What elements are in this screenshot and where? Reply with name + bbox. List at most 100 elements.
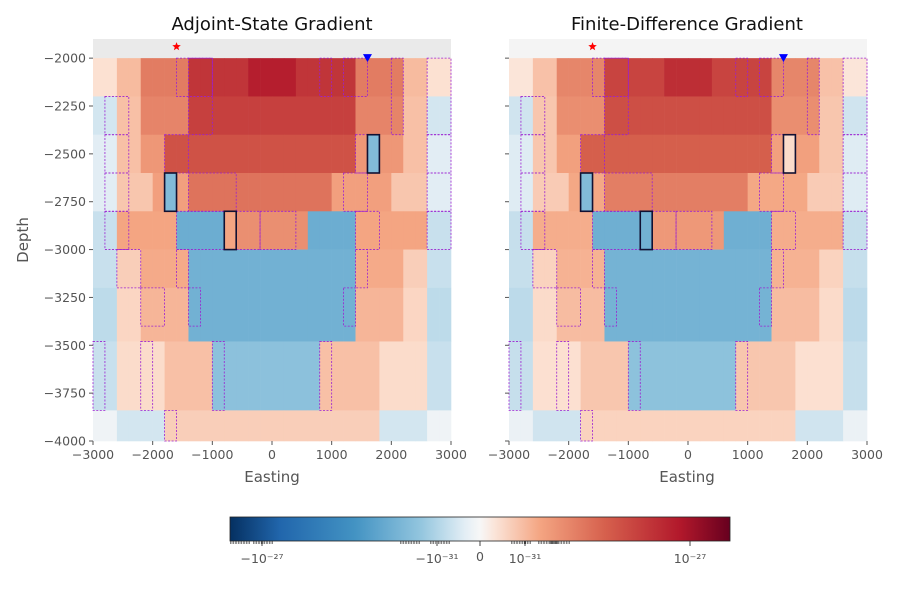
colorbar-ticks: −10⁻²⁷ −10⁻³¹ 0 10⁻³¹ 10⁻²⁷ (230, 541, 706, 566)
gradient-cell (116, 96, 130, 136)
gradient-cell (819, 96, 832, 136)
gradient-cell (604, 134, 617, 174)
gradient-cell (283, 58, 297, 97)
parameter-block-outline (188, 287, 201, 327)
gradient-cell (272, 341, 285, 411)
gradient-cell (688, 173, 701, 212)
gradient-cell (200, 211, 213, 250)
gradient-cell (771, 249, 784, 289)
gradient-cell (556, 341, 569, 411)
gradient-cell (807, 249, 820, 289)
gradient-cell (807, 341, 820, 411)
y-tick-label: −4000 (44, 434, 86, 449)
x-tick-label: 3000 (435, 447, 467, 462)
gradient-cell (104, 173, 118, 212)
x-tick-label: 2000 (375, 447, 407, 462)
gradient-cell (723, 211, 737, 250)
gradient-cell (307, 287, 321, 342)
gradient-cell (415, 96, 428, 136)
gradient-cell (556, 134, 569, 174)
gradient-cell (403, 134, 416, 174)
gradient-cell (771, 410, 784, 442)
gradient-cell (843, 134, 856, 174)
cell-outlines (508, 57, 868, 442)
gradient-cell (176, 96, 189, 136)
parameter-block-outline (390, 57, 404, 136)
gradient-cell (723, 341, 737, 411)
gradient-cell (652, 211, 665, 250)
gradient-cell (520, 134, 534, 174)
gradient-cell (260, 211, 273, 250)
gradient-cell (355, 134, 368, 174)
gradient-cell (699, 173, 713, 212)
gradient-cell (164, 211, 177, 250)
gradient-cell (403, 410, 416, 442)
gradient-cell (747, 341, 760, 411)
gradient-cell (272, 410, 285, 442)
highlighted-block (782, 133, 797, 174)
gradient-cell (795, 410, 808, 442)
gradient-cell (427, 134, 440, 174)
gradient-cell (93, 211, 106, 250)
gradient-cell (176, 134, 189, 174)
gradient-cell (343, 410, 356, 442)
gradient-cell (855, 173, 868, 212)
gradient-cell (295, 249, 309, 289)
gradient-cell (104, 249, 118, 289)
gradient-cell (272, 249, 285, 289)
colorbar-tick-label: −10⁻³¹ (416, 551, 459, 566)
gradient-cell (604, 211, 617, 250)
gradient-cell (592, 96, 605, 136)
gradient-cell (224, 249, 237, 289)
gradient-cell (176, 410, 189, 442)
gradient-cell (759, 96, 772, 136)
gradient-cell (711, 134, 725, 174)
y-tick-label: −3500 (44, 338, 86, 353)
gradient-cell (735, 249, 748, 289)
gradient-cell (116, 173, 130, 212)
gradient-cell (556, 96, 569, 136)
gradient-cell (568, 249, 581, 289)
gradient-cell (509, 410, 522, 442)
gradient-cell (212, 341, 225, 411)
gradient-cell (236, 58, 249, 97)
x-tick-label: −1000 (191, 447, 233, 462)
gradient-cell (628, 211, 641, 250)
gradient-cell (331, 410, 344, 442)
gradient-cell (831, 249, 844, 289)
gradient-cell (248, 58, 261, 97)
gradient-cell (93, 173, 106, 212)
gradient-cell (544, 134, 558, 174)
receiver-triangle-marker (778, 54, 788, 63)
x-ticks: −3000 −2000 −1000 0 1000 2000 3000 (488, 441, 883, 462)
gradient-cell (200, 96, 213, 136)
gradient-cell (520, 96, 534, 136)
gradient-cell (272, 134, 285, 174)
gradient-cell (343, 249, 356, 289)
gradient-cell (831, 287, 844, 342)
colorbar-tick-label: −10⁻²⁷ (241, 551, 284, 566)
gradient-cell (355, 249, 368, 289)
gradient-cell (224, 287, 237, 342)
gradient-cell (343, 134, 356, 174)
gradient-cell (580, 96, 593, 136)
gradient-cell (188, 249, 201, 289)
gradient-cell (295, 134, 309, 174)
gradient-cell (652, 287, 665, 342)
gradient-cell (735, 410, 748, 442)
gradient-cell (283, 96, 297, 136)
gradient-cell (248, 249, 261, 289)
gradient-cell (664, 173, 677, 212)
gradient-cell (532, 341, 546, 411)
highlighted-block (163, 172, 178, 213)
parameter-block-outline (319, 57, 333, 97)
gradient-cell (616, 58, 629, 97)
x-tick-label: −3000 (72, 447, 114, 462)
y-ticks (505, 57, 509, 442)
gradient-cell (580, 287, 593, 342)
cell-outlines (92, 57, 452, 442)
gradient-cell (568, 211, 581, 250)
gradient-cell (140, 249, 153, 289)
gradient-cell (93, 287, 106, 342)
gradient-cell (509, 58, 522, 97)
